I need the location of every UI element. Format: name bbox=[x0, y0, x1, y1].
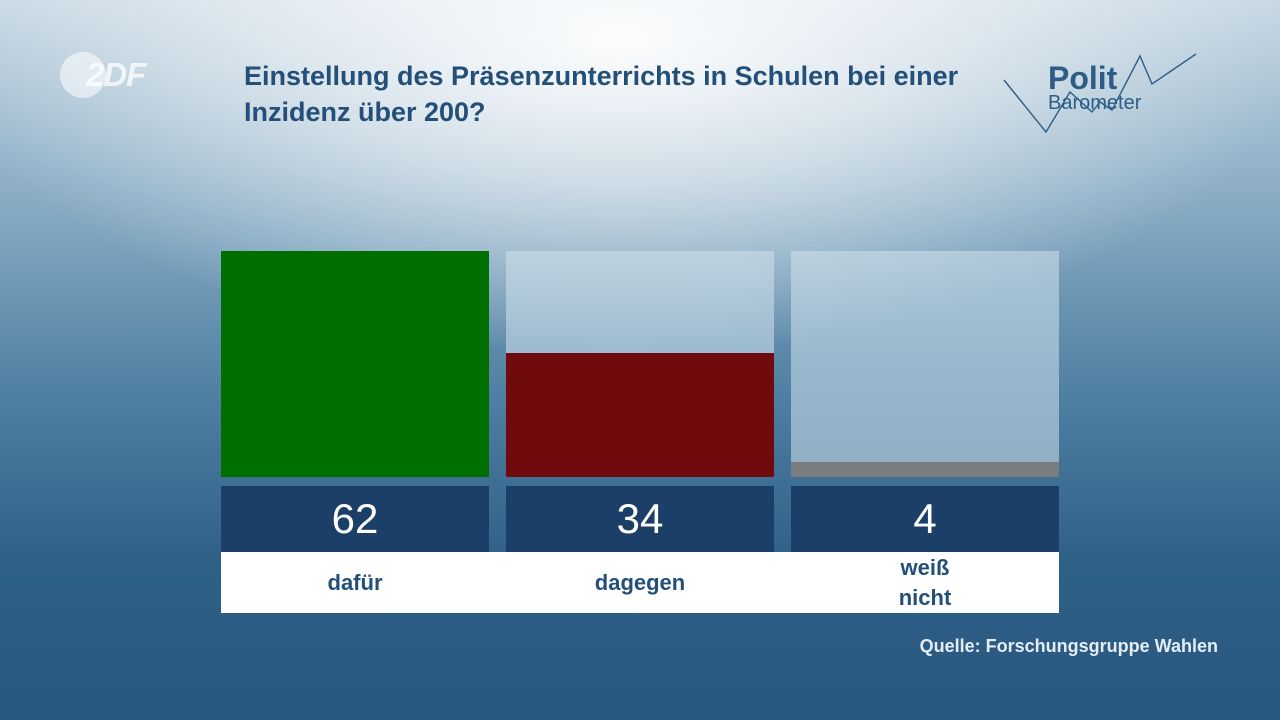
zdf-logo: 2DF bbox=[60, 52, 150, 98]
politbarometer-word-barometer: Barometer bbox=[1048, 92, 1142, 114]
category-label-dagegen: dagegen bbox=[594, 569, 686, 595]
bar-track bbox=[221, 251, 489, 477]
bar-dafuer bbox=[221, 251, 489, 477]
chart-title: Einstellung des Präsenzunterrichts in Sc… bbox=[244, 61, 959, 127]
bar-chart: 62 34 4 dafür dagegen weiß nicht bbox=[221, 251, 1059, 613]
politbarometer-logo: Polit Barometer bbox=[1000, 50, 1200, 140]
source-note: Quelle: Forschungsgruppe Wahlen bbox=[919, 636, 1218, 656]
bar-dagegen bbox=[506, 353, 774, 477]
bar-track bbox=[791, 251, 1059, 477]
value-label-weiss-nicht: 4 bbox=[791, 486, 1059, 552]
bar-track bbox=[506, 251, 774, 477]
zdf-logo-circle bbox=[60, 52, 106, 98]
bar-weiss-nicht bbox=[791, 462, 1059, 477]
category-label-weiss-nicht: weiß nicht bbox=[898, 554, 952, 610]
category-label-row: dafür dagegen weiß nicht bbox=[221, 552, 1059, 613]
value-label-dagegen: 34 bbox=[506, 486, 774, 552]
bar-column-weiss-nicht: 4 bbox=[791, 251, 1059, 613]
bar-column-dafuer: 62 bbox=[221, 251, 489, 613]
bar-column-dagegen: 34 bbox=[506, 251, 774, 613]
zdf-logo-text: 2DF bbox=[86, 56, 146, 93]
value-label-dafuer: 62 bbox=[221, 486, 489, 552]
category-label-dafuer: dafür bbox=[327, 569, 383, 595]
politbarometer-line-icon bbox=[1003, 53, 1197, 134]
politbarometer-word-polit: Polit bbox=[1048, 60, 1118, 96]
